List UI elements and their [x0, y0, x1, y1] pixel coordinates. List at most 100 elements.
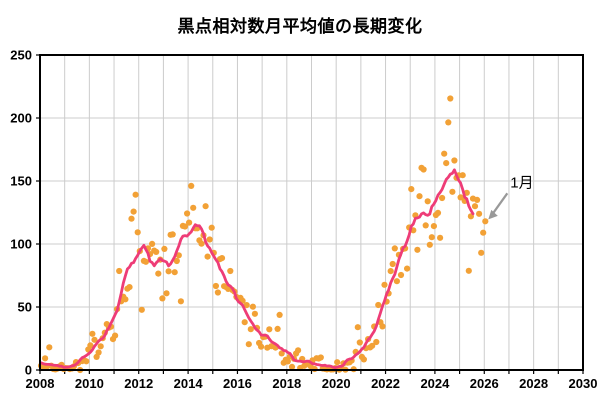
- data-point: [426, 241, 433, 248]
- data-point: [465, 267, 472, 274]
- y-axis-tick-label: 250: [10, 48, 32, 63]
- data-point: [389, 260, 396, 268]
- data-point: [42, 355, 49, 362]
- data-point: [126, 284, 133, 291]
- annotation-arrow-shaft: [491, 192, 509, 215]
- plot-frame: [39, 54, 584, 371]
- data-point: [408, 186, 415, 193]
- data-point: [258, 343, 265, 350]
- data-point: [218, 255, 226, 262]
- data-point: [360, 356, 367, 363]
- data-point: [449, 188, 456, 195]
- data-point: [447, 95, 454, 102]
- data-point: [128, 215, 135, 222]
- data-point: [95, 349, 102, 356]
- data-point: [249, 303, 256, 310]
- y-axis-tick-label: 150: [10, 174, 32, 189]
- data-point: [132, 191, 139, 198]
- data-point: [112, 332, 119, 339]
- data-point: [379, 323, 386, 330]
- annotation-arrow-head: [488, 209, 498, 220]
- data-point: [443, 160, 450, 167]
- data-point: [420, 166, 427, 173]
- y-axis-tick-label: 200: [10, 111, 32, 126]
- data-point: [181, 223, 189, 230]
- data-point: [334, 359, 341, 366]
- data-point: [295, 347, 302, 354]
- data-point: [354, 324, 361, 331]
- x-axis-tick-label: 2030: [569, 376, 598, 391]
- data-point: [369, 342, 376, 349]
- data-point: [243, 302, 250, 309]
- data-point: [445, 119, 452, 126]
- data-point: [439, 194, 446, 202]
- data-point: [356, 339, 363, 346]
- x-axis-tick-label: 2020: [322, 376, 351, 391]
- data-point: [177, 298, 184, 305]
- data-point: [397, 271, 405, 279]
- data-point: [414, 246, 421, 253]
- data-point: [288, 363, 296, 370]
- data-point: [391, 245, 398, 252]
- data-point: [478, 249, 485, 256]
- x-axis-tick-label: 2010: [75, 376, 104, 391]
- data-point: [227, 267, 234, 275]
- data-point: [153, 248, 160, 255]
- y-axis-tick-label: 50: [18, 300, 32, 315]
- data-point: [46, 344, 53, 351]
- data-point: [206, 236, 213, 243]
- data-point: [317, 354, 324, 361]
- data-point: [198, 240, 205, 247]
- x-axis-tick-label: 2012: [124, 376, 153, 391]
- data-point: [375, 301, 382, 309]
- data-point: [266, 326, 273, 333]
- x-axis-tick-label: 2016: [223, 376, 252, 391]
- data-point: [474, 196, 481, 203]
- data-point: [171, 269, 178, 276]
- annotation-label: 1月: [510, 174, 533, 191]
- data-point: [424, 198, 431, 205]
- chart-title: 黒点相対数月平均値の長期変化: [177, 17, 423, 36]
- data-point: [214, 289, 221, 296]
- x-axis-tick-label: 2014: [174, 376, 204, 391]
- data-point: [208, 224, 215, 231]
- data-point: [428, 234, 435, 241]
- data-point: [138, 306, 145, 313]
- data-point: [97, 343, 104, 350]
- data-point: [91, 336, 98, 343]
- data-point: [373, 338, 380, 346]
- data-point: [116, 267, 123, 275]
- data-point: [186, 219, 193, 226]
- data-point: [163, 290, 170, 297]
- data-point: [134, 229, 141, 236]
- data-point: [457, 194, 464, 201]
- data-point: [404, 265, 411, 272]
- data-point: [480, 229, 487, 236]
- x-axis-tick-label: 2028: [519, 376, 548, 391]
- data-point: [393, 278, 400, 285]
- data-point: [278, 350, 285, 357]
- data-point: [276, 311, 283, 318]
- data-point: [471, 203, 479, 210]
- data-point: [476, 210, 483, 217]
- y-axis-tick-label: 100: [10, 237, 32, 252]
- data-point: [89, 330, 96, 337]
- data-point: [190, 204, 197, 211]
- data-point: [381, 281, 388, 288]
- data-point: [165, 268, 172, 275]
- x-axis-tick-label: 2026: [470, 376, 499, 391]
- data-point: [434, 209, 442, 216]
- data-point: [459, 172, 466, 179]
- data-point: [184, 210, 191, 217]
- x-axis-tick-label: 2022: [371, 376, 400, 391]
- data-point: [83, 358, 90, 365]
- y-axis-tick-label: 0: [25, 363, 32, 378]
- data-point: [387, 268, 394, 275]
- x-axis-tick-label: 2024: [420, 376, 450, 391]
- data-point: [155, 270, 162, 277]
- data-point: [451, 157, 458, 164]
- data-point: [173, 257, 180, 265]
- data-point: [130, 208, 137, 215]
